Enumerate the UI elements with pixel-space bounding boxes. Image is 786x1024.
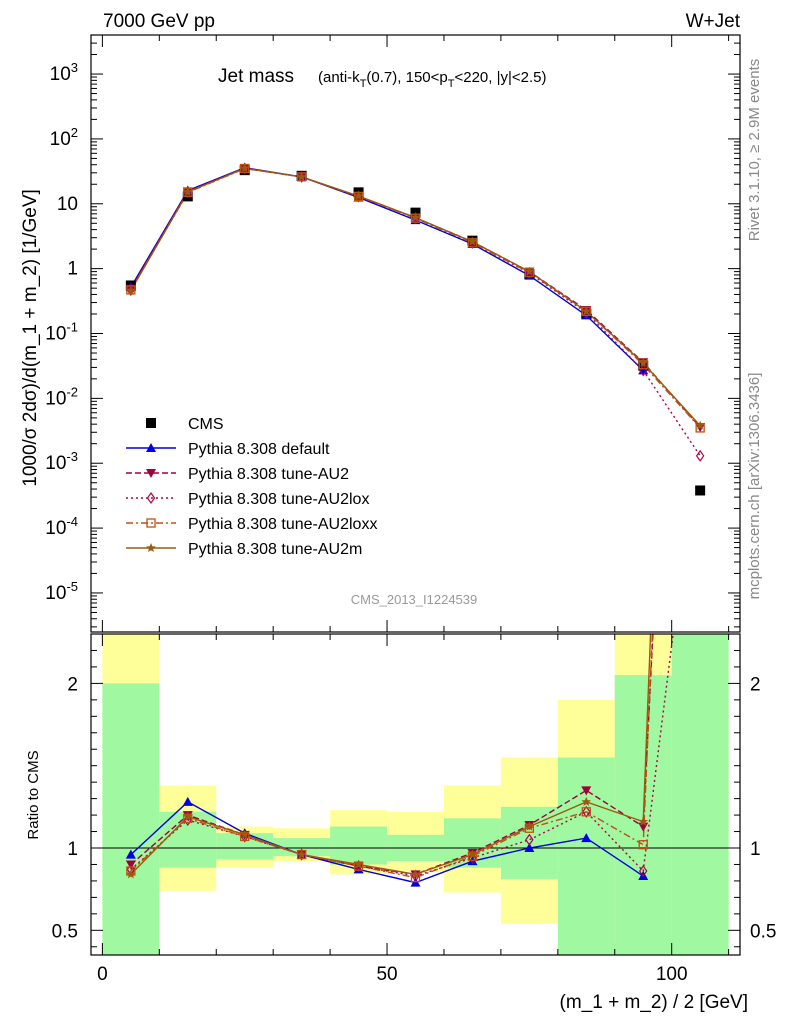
ratio-point-au2loxx-9 bbox=[638, 840, 648, 850]
top-line-au2m bbox=[130, 167, 701, 427]
ratio-point-au2m-9 bbox=[638, 816, 648, 826]
mcplots-label: mcplots.cern.ch [arXiv:1306.3436] bbox=[746, 373, 763, 600]
ratio-point-au2lox-8 bbox=[582, 805, 591, 818]
top-point-au2m-5 bbox=[410, 212, 421, 222]
top-point-au2m-9 bbox=[638, 358, 648, 368]
ratio-point-au2m-8 bbox=[581, 796, 591, 806]
uncertainty-bands bbox=[102, 634, 729, 955]
ratio-point-au2m-0 bbox=[126, 869, 136, 879]
band-inner-10 bbox=[671, 634, 729, 955]
legend-marker-default bbox=[146, 443, 156, 452]
top-point-au2m-2 bbox=[240, 163, 250, 173]
top-ylabel: 1000/σ 2dσ)/d(m_1 + m_2) [1/GeV] bbox=[20, 189, 41, 487]
legend-marker-au2lox bbox=[146, 491, 156, 505]
top-ytick-label: 10-3 bbox=[45, 449, 78, 474]
legend-marker-data bbox=[146, 418, 156, 428]
top-ytick-label: 10-2 bbox=[45, 384, 78, 409]
legend-label-default: Pythia 8.308 default bbox=[188, 441, 330, 458]
ratio-point-default-0 bbox=[125, 849, 136, 859]
ratio-point-au2m-2 bbox=[240, 829, 250, 839]
ratio-point-au2m-7 bbox=[524, 821, 535, 831]
top-point-au2m-6 bbox=[467, 236, 478, 246]
ratio-point-au2m-3 bbox=[296, 849, 307, 859]
top-point-au2lox-10 bbox=[695, 449, 705, 462]
ratio-point-default-7 bbox=[524, 843, 535, 852]
top-point-au2m-0 bbox=[126, 285, 136, 295]
top-point-au2m-10 bbox=[695, 420, 705, 430]
top-ytick-label: 102 bbox=[50, 125, 78, 150]
top-point-au2lox-0 bbox=[126, 283, 136, 296]
band-inner-4 bbox=[330, 826, 388, 865]
header-right: W+Jet bbox=[686, 11, 741, 32]
x-axis-label: (m_1 + m_2) / 2 [GeV] bbox=[560, 992, 749, 1013]
ratio-point-au2lox-7 bbox=[525, 833, 534, 846]
top-line-au2lox bbox=[130, 167, 701, 457]
top-ytick-label: 1 bbox=[67, 259, 78, 280]
rivet-label: Rivet 3.1.10, ≥ 2.9M events bbox=[746, 59, 763, 242]
ratio-point-au2lox-9 bbox=[638, 864, 648, 878]
ratio-ytick-label: 0.5 bbox=[52, 921, 78, 942]
ratio-point-au2m-4 bbox=[353, 859, 364, 869]
ratio-ytick-label: 1 bbox=[67, 839, 78, 860]
legend-label-au2m: Pythia 8.308 tune-AU2m bbox=[188, 541, 362, 558]
ratio-point-default-8 bbox=[581, 833, 592, 843]
ratio-ytick-label-right: 1 bbox=[750, 839, 761, 860]
ratio-line-default bbox=[130, 801, 644, 884]
analysis-watermark: CMS_2013_I1224539 bbox=[351, 592, 478, 607]
ratio-xtick-label: 0 bbox=[97, 964, 108, 985]
top-ytick-label: 103 bbox=[50, 60, 78, 85]
top-point-au2m-8 bbox=[581, 306, 591, 316]
band-inner-0 bbox=[102, 683, 160, 955]
legend-label-au2lox: Pythia 8.308 tune-AU2lox bbox=[188, 491, 369, 508]
legend-marker-au2m bbox=[146, 543, 156, 552]
top-ytick-label: 10 bbox=[57, 194, 78, 215]
header-left: 7000 GeV pp bbox=[103, 11, 215, 32]
legend-marker-au2loxx bbox=[146, 518, 156, 528]
top-line-default bbox=[130, 166, 644, 371]
ratio-point-au2m-1 bbox=[183, 811, 193, 821]
top-point-au2m-4 bbox=[353, 191, 364, 200]
chart-title-main: Jet mass bbox=[218, 66, 294, 87]
markers bbox=[125, 162, 706, 887]
legend-label-au2: Pythia 8.308 tune-AU2 bbox=[188, 466, 349, 483]
top-ytick-label: 10-1 bbox=[45, 320, 78, 345]
top-point-au2m-1 bbox=[183, 187, 193, 196]
legend-marker-au2 bbox=[146, 469, 156, 478]
top-line-au2loxx bbox=[130, 167, 701, 429]
band-group bbox=[102, 634, 729, 955]
top-ytick-label: 10-4 bbox=[45, 514, 78, 539]
ratio-ytick-label-right: 0.5 bbox=[750, 921, 776, 942]
top-line-au2 bbox=[130, 167, 701, 428]
top-ytick-label: 10-5 bbox=[45, 579, 78, 604]
ratio-ytick-label: 2 bbox=[67, 674, 78, 695]
axes: 10-5 10-4 10-3 10-2 10-1 1 10 102 103 0 50 100 0.5 0.… bbox=[45, 34, 776, 985]
top-point-au2m-7 bbox=[524, 266, 535, 276]
legend-label-au2loxx: Pythia 8.308 tune-AU2loxx bbox=[188, 516, 377, 533]
ratio-ylabel: Ratio to CMS bbox=[25, 750, 42, 839]
ratio-point-au2loxx-8 bbox=[581, 807, 591, 817]
ratio-point-au2m-5 bbox=[410, 869, 421, 879]
chart-title-sub: (anti-kT(0.7), 150<pT<220, |y|<2.5) bbox=[318, 69, 547, 90]
top-point-data-10 bbox=[695, 485, 706, 496]
ratio-ytick-label-right: 2 bbox=[750, 674, 761, 695]
ratio-xtick-label: 100 bbox=[656, 964, 688, 985]
ratio-point-default-1 bbox=[182, 796, 193, 806]
band-inner-3 bbox=[273, 838, 331, 857]
ratio-point-au2m-6 bbox=[467, 849, 478, 859]
ratio-frame bbox=[90, 633, 741, 956]
legend-label-data: CMS bbox=[188, 416, 224, 433]
legend: CMS Pythia 8.308 default Pythia 8.308 tune… bbox=[126, 416, 377, 558]
top-point-au2m-3 bbox=[296, 171, 307, 181]
ratio-point-au2-8 bbox=[581, 786, 592, 796]
ratio-xtick-label: 50 bbox=[376, 964, 397, 985]
